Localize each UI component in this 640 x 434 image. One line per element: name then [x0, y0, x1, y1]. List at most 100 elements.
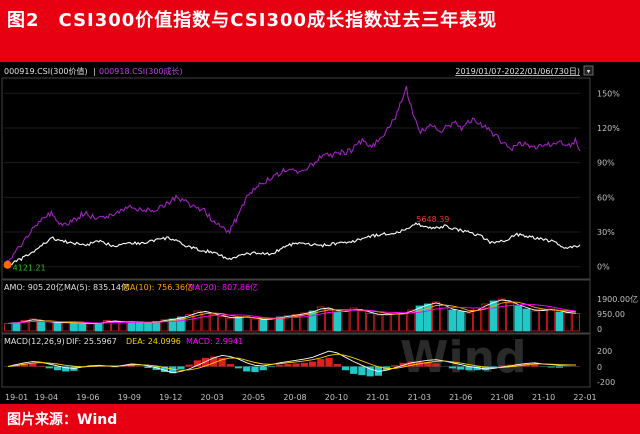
volume-bar [86, 323, 95, 332]
volume-ytick-top: 1900.00亿 [597, 294, 638, 304]
x-tick-label: 19-06 [76, 393, 99, 402]
volume-bar [160, 319, 169, 332]
y-tick-label: 90% [597, 159, 615, 168]
x-tick-label: 19-04 [35, 393, 58, 402]
volume-bar [514, 305, 523, 332]
volume-bar [193, 310, 202, 332]
volume-bar [563, 312, 572, 332]
main-panel-frame [1, 77, 591, 280]
high-point-label: 5648.39 [416, 215, 449, 224]
volume-bar [275, 316, 284, 332]
macd-ytick-zero: 0 [597, 363, 602, 372]
volume-ma20-line [8, 303, 576, 324]
chevron-down-icon: ▾ [587, 68, 591, 76]
volume-bar [144, 322, 152, 332]
plot-layer: 0% 30% 60% 90% 120% 150% 5648.39 4121.21 19-01 19… [3, 85, 620, 402]
volume-bar [45, 321, 54, 332]
chart-svg: 000919.CSI(300价值) | 000918.CSI(300成长) 20… [1, 65, 638, 402]
volume-bar [283, 315, 292, 332]
y-tick-label: 120% [597, 124, 620, 133]
volume-bar [390, 313, 399, 332]
volume-ma20-label: MA(20): 807.86亿 [188, 282, 258, 292]
volume-bar [226, 317, 235, 332]
macd-dif-label: DIF: 25.5967 [66, 337, 117, 346]
x-tick-label: 20-05 [242, 393, 265, 402]
dropdown-button[interactable] [583, 65, 594, 76]
volume-bar [152, 320, 161, 332]
macd-ytick-bottom: -200 [597, 378, 615, 387]
legend-growth-series: 000918.CSI(300成长) [99, 66, 183, 76]
volume-bar [300, 312, 309, 332]
volume-bar [292, 314, 301, 332]
volume-bar [119, 321, 128, 332]
y-tick-label: 30% [597, 228, 615, 237]
volume-bar [497, 298, 506, 332]
macd-dea-line [8, 353, 576, 371]
volume-bar [12, 322, 21, 332]
volume-ma5-label: MA(5): 835.14亿 [64, 282, 129, 292]
volume-bar [382, 314, 391, 332]
volume-bar [209, 314, 218, 332]
volume-bar [316, 306, 325, 332]
volume-bar [366, 312, 375, 332]
volume-bar [218, 316, 226, 332]
x-tick-label: 20-03 [201, 393, 224, 402]
volume-bar [358, 310, 366, 332]
volume-bar [489, 300, 498, 332]
value-index-line [3, 222, 581, 268]
y-tick-label: 150% [597, 89, 620, 98]
volume-bar [308, 310, 317, 332]
volume-bar [135, 321, 144, 332]
volume-bar [325, 308, 333, 332]
volume-bar [456, 310, 465, 332]
volume-ytick-zero: 0 [597, 325, 602, 334]
volume-bar [70, 322, 78, 332]
volume-bar [506, 302, 514, 332]
x-tick-label: 21-01 [366, 393, 389, 402]
volume-bar [530, 310, 539, 332]
legend-separator: | [93, 67, 96, 76]
volume-bar [20, 320, 29, 332]
x-tick-label: 22-01 [573, 393, 596, 402]
volume-bar [539, 309, 547, 332]
volume-bar [374, 314, 383, 332]
volume-bar [102, 320, 111, 332]
macd-title-label: MACD(12,26,9) [4, 337, 65, 346]
volume-bar [432, 301, 440, 332]
volume-bar [547, 308, 556, 332]
macd-value-label: MACD: 2.9941 [186, 337, 243, 346]
volume-bar [201, 311, 210, 332]
macd-dea-label: DEA: 24.0996 [126, 337, 181, 346]
volume-bar [94, 322, 103, 332]
volume-bar [349, 307, 358, 332]
volume-bar [341, 310, 350, 332]
x-tick-label: 19-01 [5, 393, 28, 402]
x-tick-label: 20-10 [325, 393, 348, 402]
volume-bar [415, 305, 424, 332]
low-point-marker [3, 260, 12, 269]
legend-value-series: 000919.CSI(300价值) [4, 66, 88, 76]
volume-bar [127, 322, 136, 332]
macd-panel-frame [1, 333, 591, 388]
y-tick-label: 0% [597, 263, 610, 272]
volume-bar [251, 318, 259, 332]
volume-bar [448, 309, 457, 332]
chart-area: 000919.CSI(300价值) | 000918.CSI(300成长) 20… [0, 62, 640, 404]
source-banner: 图片来源：Wind [0, 404, 640, 434]
x-tick-label: 20-08 [283, 393, 306, 402]
volume-bar [4, 322, 13, 332]
x-tick-label: 21-10 [532, 393, 555, 402]
x-tick-label: 19-09 [118, 393, 141, 402]
volume-bar [259, 319, 268, 332]
volume-bar [464, 312, 473, 332]
volume-bar [78, 322, 87, 332]
volume-bar [555, 311, 564, 332]
x-tick-label: 21-06 [449, 393, 472, 402]
volume-bar [185, 314, 194, 332]
volume-bar [481, 303, 490, 332]
volume-amo-label: AMO: 905.20亿 [4, 282, 64, 292]
wind-watermark: Wind [400, 332, 526, 383]
y-tick-label: 60% [597, 193, 615, 202]
volume-bar [423, 303, 432, 332]
macd-ytick-top: 200 [597, 347, 612, 356]
